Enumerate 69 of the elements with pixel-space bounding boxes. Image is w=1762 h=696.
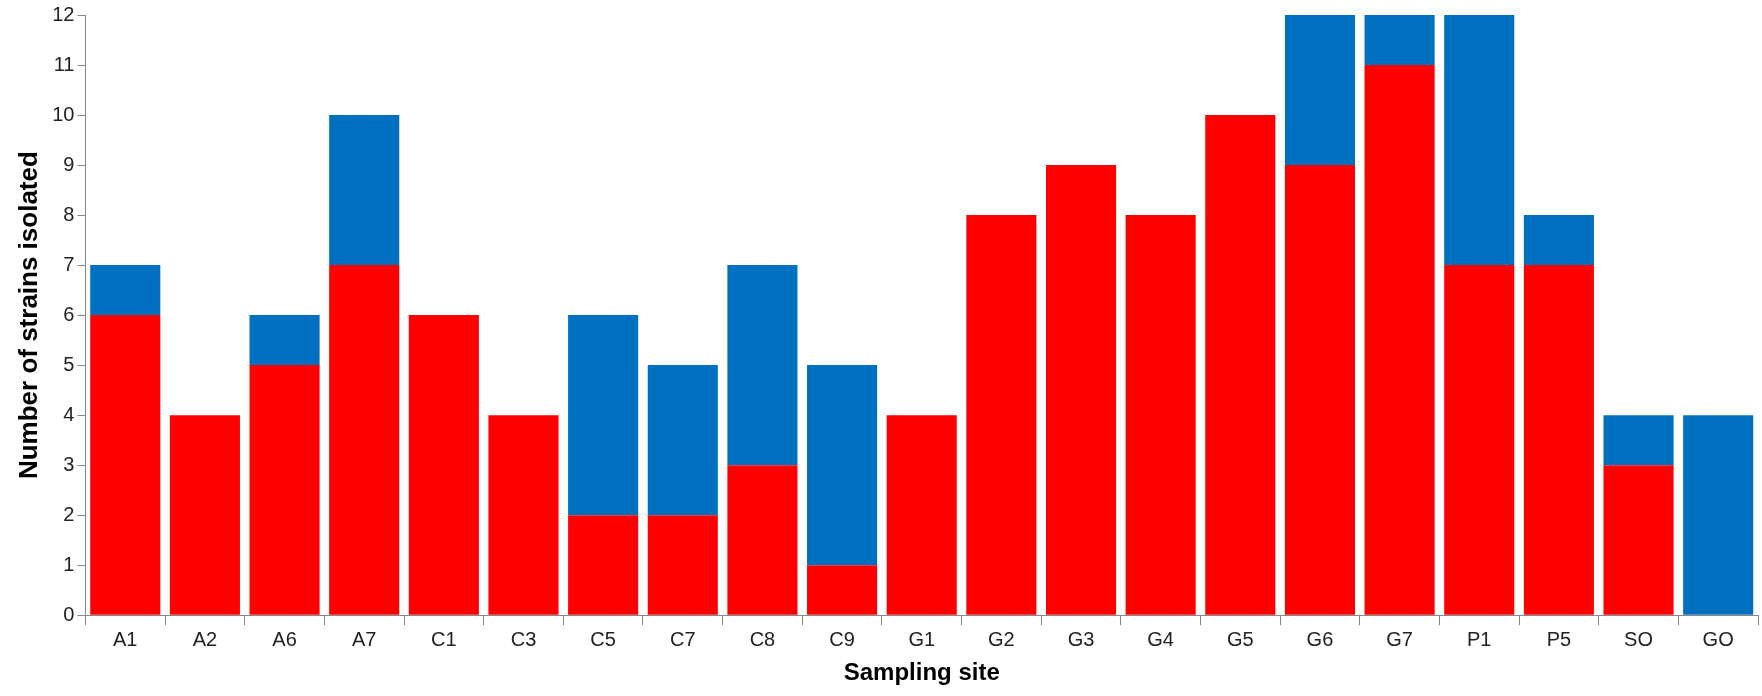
x-tick-label: G4: [1147, 627, 1174, 650]
bar: [90, 315, 161, 615]
x-tick-label: G2: [988, 627, 1015, 650]
y-tick-label: 1: [63, 552, 75, 575]
y-tick-label: 5: [63, 352, 75, 375]
bar: [488, 415, 559, 615]
y-tick-label: 0: [63, 602, 75, 625]
bar: [408, 315, 479, 615]
bar: [1045, 165, 1117, 615]
bar: [1284, 165, 1355, 615]
bar: [647, 365, 718, 516]
y-tick-label: 6: [63, 302, 75, 325]
bar: [1444, 15, 1515, 266]
bar: [647, 515, 718, 615]
x-tick-label: A6: [272, 627, 297, 650]
x-tick-label: A7: [351, 627, 377, 650]
bar: [169, 415, 240, 615]
x-tick-label: C9: [829, 627, 855, 650]
x-tick-label: G3: [1067, 627, 1095, 650]
bar: [329, 115, 400, 266]
y-axis-title: Number of strains isolated: [12, 151, 43, 480]
bar: [1603, 465, 1674, 615]
x-tick-label: A2: [192, 627, 218, 650]
x-tick-label: P5: [1546, 627, 1572, 650]
x-tick-label: C8: [749, 627, 776, 650]
y-tick-label: 2: [63, 502, 75, 525]
y-tick-label: 11: [53, 52, 75, 75]
x-tick-label: C3: [510, 627, 537, 650]
x-tick-label: A1: [113, 627, 138, 650]
x-tick-label: C1: [431, 627, 457, 650]
bar: [1683, 415, 1754, 615]
bar: [568, 515, 639, 615]
bar: [727, 465, 798, 615]
bar: [1523, 265, 1594, 615]
x-tick-label: C5: [590, 627, 616, 650]
x-tick-label: P1: [1467, 627, 1492, 650]
y-tick-label: 8: [63, 202, 75, 225]
bar: [329, 265, 400, 615]
y-tick-label: 4: [63, 402, 75, 425]
bar: [90, 265, 161, 316]
y-tick-label: 3: [63, 452, 75, 475]
x-axis-title: Sampling site: [843, 658, 1000, 686]
bar: [807, 365, 878, 566]
bar: [1523, 215, 1594, 266]
bar: [1364, 15, 1435, 66]
bar: [249, 365, 320, 615]
bar: [568, 315, 639, 516]
x-tick-label: G7: [1386, 627, 1413, 650]
x-tick-label: C7: [670, 627, 696, 650]
bar: [1205, 115, 1276, 615]
x-tick-label: GO: [1702, 627, 1734, 650]
bar: [1603, 415, 1674, 466]
x-tick-label: G5: [1226, 627, 1254, 650]
bar: [1364, 65, 1435, 615]
y-tick-label: 7: [63, 252, 75, 275]
bar: [1444, 265, 1515, 615]
y-tick-label: 9: [63, 152, 75, 175]
bar: [1125, 215, 1196, 615]
x-tick-label: SO: [1624, 627, 1653, 650]
bar: [727, 265, 798, 466]
bar: [1284, 15, 1355, 166]
bar: [249, 315, 320, 366]
x-tick-label: G6: [1306, 627, 1334, 650]
y-tick-label: 10: [52, 102, 75, 125]
bar: [807, 565, 878, 615]
y-tick-label: 12: [52, 2, 75, 25]
x-tick-label: G1: [908, 627, 936, 650]
bar: [966, 215, 1037, 615]
bar: [886, 415, 957, 615]
